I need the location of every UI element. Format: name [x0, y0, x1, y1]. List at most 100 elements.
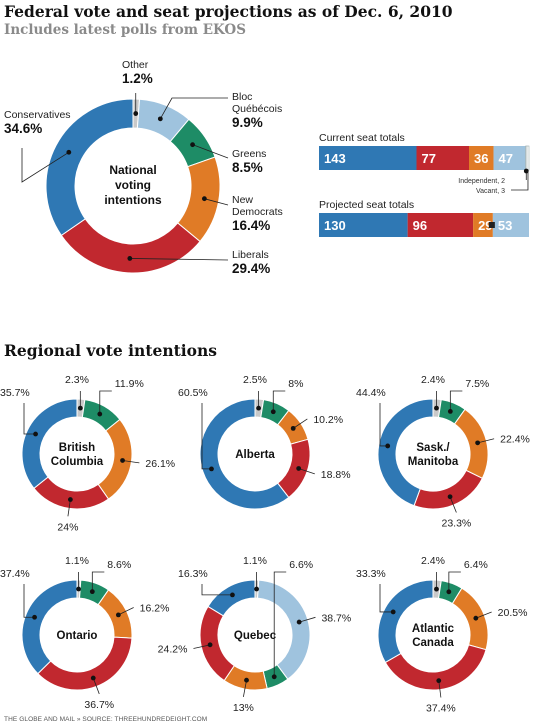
region-ontario-greens-leader — [91, 571, 105, 592]
region-sask-manitoba-name: Sask./ — [416, 442, 450, 454]
national-value-label: 1.2% — [122, 71, 153, 86]
region-alberta-greens-leader — [272, 390, 286, 412]
region-atlantic-canada-greens-leader — [448, 571, 461, 592]
national-bloc-qu-b-cois-dot — [157, 116, 163, 122]
region-sask-manitoba-conservatives-leader — [379, 403, 388, 447]
national-other-dot — [133, 111, 139, 116]
region-alberta-value-greens: 8% — [288, 378, 303, 390]
national-party-label: Québécois — [232, 103, 282, 115]
region-british-columbia-greens-leader — [99, 390, 112, 415]
region-british-columbia-name: Columbia — [51, 456, 104, 468]
region-alberta-value-new-democrats: 10.2% — [313, 414, 343, 426]
region-british-columbia-new-democrats-dot — [120, 458, 125, 463]
region-british-columbia-value-greens: 11.9% — [115, 378, 144, 390]
national-greens-leader — [192, 144, 229, 159]
region-atlantic-canada-slice-conservatives — [377, 579, 434, 664]
region-british-columbia-value-liberals: 24% — [57, 521, 78, 533]
region-ontario-value-new-democrats: 16.2% — [140, 602, 170, 614]
region-quebec-slice-conservatives — [207, 579, 256, 617]
region-sask-manitoba-value-new-democrats: 22.4% — [500, 434, 530, 446]
region-quebec-bloc-qu-b-cois-dot — [296, 619, 302, 625]
region-alberta-name: Alberta — [235, 449, 275, 461]
region-british-columbia-conservatives-leader — [23, 403, 36, 435]
region-british-columbia-name: British — [59, 442, 95, 454]
national-party-label: Other — [122, 59, 149, 71]
region-sask-manitoba-value-greens: 7.5% — [465, 378, 489, 390]
region-quebec-greens-dot — [271, 674, 277, 680]
national-liberals-dot — [127, 256, 133, 261]
region-quebec-conservatives-dot — [230, 592, 235, 598]
region-quebec-liberals-dot — [207, 642, 213, 648]
region-british-columbia-value-conservatives: 35.7% — [0, 387, 30, 399]
region-quebec-new-democrats-leader — [242, 680, 247, 697]
region-sask-manitoba-liberals-leader — [449, 496, 457, 513]
region-alberta-new-democrats-leader — [292, 418, 308, 429]
region-atlantic-canada-conservatives-leader — [379, 584, 394, 613]
region-atlantic-canada-value-other: 2.4% — [421, 555, 445, 567]
region-sask-manitoba-name: Manitoba — [408, 456, 459, 468]
region-quebec-name: Quebec — [234, 630, 277, 642]
region-quebec-value-bloc-qu-b-cois: 38.7% — [321, 612, 351, 624]
current-seats-value: 36 — [474, 151, 488, 166]
region-sask-manitoba-slice-new-democrats — [453, 408, 489, 480]
regional-section-title: Regional vote intentions — [4, 341, 217, 360]
national-party-label: Greens — [232, 148, 266, 160]
region-alberta-value-conservatives: 60.5% — [178, 387, 208, 399]
region-quebec-value-new-democrats: 13% — [233, 702, 254, 714]
region-ontario-slice-liberals — [37, 636, 133, 691]
region-atlantic-canada-value-greens: 6.4% — [464, 559, 488, 571]
region-ontario-value-other: 1.1% — [65, 555, 89, 567]
region-sask-manitoba-slice-conservatives — [377, 398, 434, 507]
region-british-columbia-other-dot — [77, 405, 83, 411]
projected-seats-segment-conservatives — [319, 213, 408, 237]
projected-seats-value: 130 — [324, 218, 346, 233]
page-subtitle: Includes latest polls from EKOS — [4, 22, 246, 38]
region-sask-manitoba-value-other: 2.4% — [421, 374, 445, 386]
national-center-label: National — [109, 163, 156, 177]
region-alberta-other-dot — [256, 405, 262, 411]
current-vacant-leader — [511, 171, 529, 191]
national-value-label: 29.4% — [232, 261, 270, 276]
region-atlantic-canada-value-new-democrats: 20.5% — [498, 607, 528, 619]
national-new-democrats-dot — [201, 196, 207, 202]
projected-seats-segment-new-democrats — [473, 213, 493, 237]
national-liberals-leader — [129, 258, 229, 261]
region-ontario-greens-dot — [89, 589, 95, 595]
national-center-label: intentions — [104, 193, 162, 207]
region-ontario-conservatives-dot — [32, 614, 37, 620]
current-seats-value: 47 — [499, 151, 513, 166]
region-quebec-conservatives-leader — [201, 584, 233, 596]
current-independent-dot — [523, 168, 529, 174]
region-alberta-liberals-leader — [298, 468, 315, 475]
region-atlantic-canada-other-dot — [434, 586, 439, 592]
region-ontario-other-dot — [76, 586, 81, 592]
region-sask-manitoba-value-liberals: 23.3% — [441, 518, 471, 530]
region-ontario-liberals-dot — [90, 675, 96, 681]
national-greens-dot — [190, 142, 195, 148]
region-alberta-conservatives-dot — [209, 466, 214, 472]
region-quebec-slice-liberals — [199, 605, 235, 682]
region-sask-manitoba-new-democrats-dot — [475, 440, 481, 446]
region-quebec-liberals-leader — [193, 644, 211, 649]
region-british-columbia-new-democrats-leader — [122, 460, 140, 464]
region-quebec-value-conservatives: 16.3% — [178, 568, 208, 580]
current-seats-title: Current seat totals — [319, 132, 405, 144]
region-atlantic-canada-slice-new-democrats — [451, 587, 489, 651]
region-alberta-liberals-dot — [296, 466, 302, 471]
current-seats-note-vacant: Vacant, 3 — [476, 188, 505, 195]
region-atlantic-canada-greens-dot — [446, 589, 452, 595]
national-conservatives-dot — [66, 149, 72, 155]
region-alberta-value-other: 2.5% — [243, 374, 267, 386]
national-value-label: 8.5% — [232, 160, 263, 175]
region-british-columbia-slice-conservatives — [21, 398, 78, 489]
national-party-label: Bloc — [232, 91, 252, 103]
projected-seats-value: 29 — [478, 218, 492, 233]
region-ontario-liberals-leader — [92, 677, 100, 695]
region-ontario-name: Ontario — [57, 630, 98, 642]
region-alberta-conservatives-leader — [201, 403, 212, 470]
region-sask-manitoba-greens-leader — [449, 390, 463, 412]
national-value-label: 34.6% — [4, 121, 42, 136]
current-seats-segment-conservatives — [319, 146, 417, 170]
region-ontario-slice-conservatives — [21, 579, 78, 675]
current-seats-segment-vacant — [526, 145, 530, 171]
